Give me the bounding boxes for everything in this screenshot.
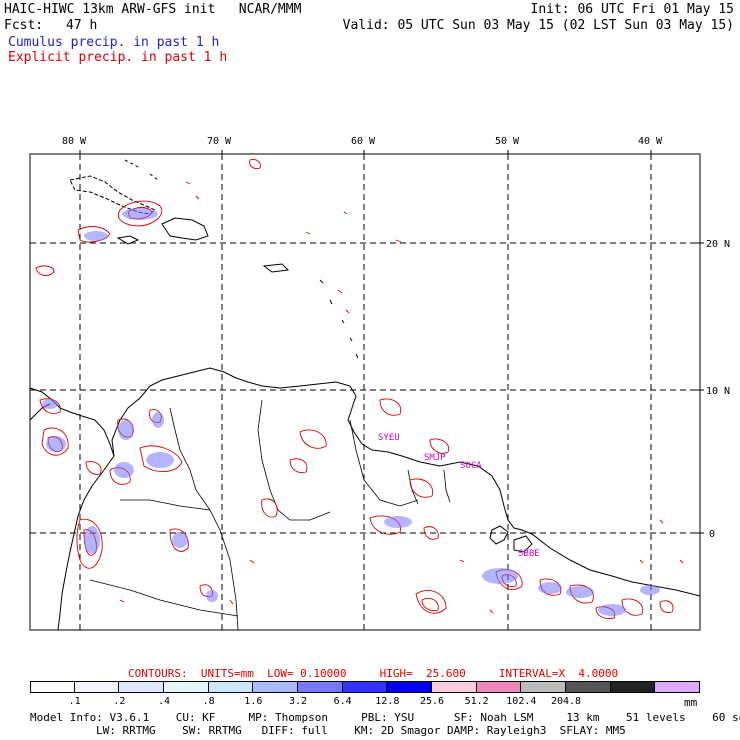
colorbar-level-label: 12.8	[375, 696, 400, 707]
colorbar-level-label: 25.6	[419, 696, 445, 707]
graticule	[30, 154, 700, 630]
colorbar-level-label: .8	[202, 696, 215, 707]
lat-label-0: 0	[709, 529, 715, 540]
fcst-value: 47 h	[66, 18, 98, 33]
colorbar-swatch	[387, 681, 432, 693]
cumulus-precip-shading	[42, 208, 660, 616]
model-info-line1: Model Info: V3.6.1 CU: KF MP: Thompson P…	[30, 711, 740, 724]
station-label: SMJP	[424, 453, 446, 463]
colorbar-swatch	[119, 681, 164, 693]
frame-ticks	[79, 150, 704, 534]
colorbar-level-label: 6.4	[333, 696, 352, 707]
lat-label-20n: 20 N	[706, 239, 730, 250]
station-label: SYEU	[378, 433, 400, 443]
colorbar-level-label: 102.4	[506, 696, 537, 707]
fcst-label: Fcst:	[4, 18, 44, 33]
colorbar-level-label: 51.2	[464, 696, 489, 707]
lon-label-80w: 80 W	[62, 136, 87, 147]
colorbar-level-label: .4	[157, 696, 171, 707]
colorbar-swatch	[655, 681, 700, 693]
colorbar-level-label: 204.8	[550, 696, 582, 707]
init-time: Init: 06 UTC Fri 01 May 15	[530, 2, 735, 17]
coastlines	[29, 159, 701, 631]
colorbar-swatch	[565, 681, 611, 693]
colorbar-swatch	[342, 681, 388, 693]
colorbar-swatch	[253, 681, 298, 693]
colorbar-swatch	[297, 681, 343, 693]
explicit-precip-contours	[35, 159, 684, 619]
colorbar-level-label: 3.2	[288, 696, 308, 707]
map-frame	[29, 153, 701, 631]
lon-label-70w: 70 W	[207, 136, 232, 147]
model-info-line2: LW: RRTMG SW: RRTMG DIFF: full KM: 2D Sm…	[96, 724, 626, 737]
colorbar-level-label: .2	[113, 696, 126, 707]
colorbar-unit: mm	[684, 696, 698, 709]
lon-label-40w: 40 W	[638, 136, 663, 147]
colorbar-swatch	[30, 681, 75, 693]
stations: SYEU SMJP SOCA SBBE	[378, 433, 540, 559]
lat-label-10n: 10 N	[706, 386, 730, 397]
legend-explicit: Explicit precip. in past 1 h	[8, 50, 228, 65]
colorbar-swatch	[74, 681, 120, 693]
station-label: SBBE	[518, 549, 540, 559]
colorbar-swatch	[610, 681, 656, 693]
contours-info: CONTOURS: UNITS=mm LOW= 0.10000 HIGH= 25…	[128, 667, 619, 680]
colorbar-swatch	[521, 681, 566, 693]
colorbar	[30, 681, 700, 693]
colorbar-swatch	[208, 681, 254, 693]
colorbar-swatch	[163, 681, 209, 693]
lon-label-50w: 50 W	[495, 136, 520, 147]
map-title: HAIC-HIWC 13km ARW-GFS init NCAR/MMM	[4, 2, 302, 17]
colorbar-swatch	[476, 681, 522, 693]
colorbar-level-label: 1.6	[244, 696, 263, 707]
colorbar-level-label: .1	[68, 696, 81, 707]
colorbar-swatch	[431, 681, 477, 693]
station-label: SOCA	[460, 461, 482, 471]
valid-time: Valid: 05 UTC Sun 03 May 15 (02 LST Sun …	[342, 18, 734, 33]
lon-label-60w: 60 W	[351, 136, 376, 147]
legend-cumulus: Cumulus precip. in past 1 h	[8, 35, 220, 50]
